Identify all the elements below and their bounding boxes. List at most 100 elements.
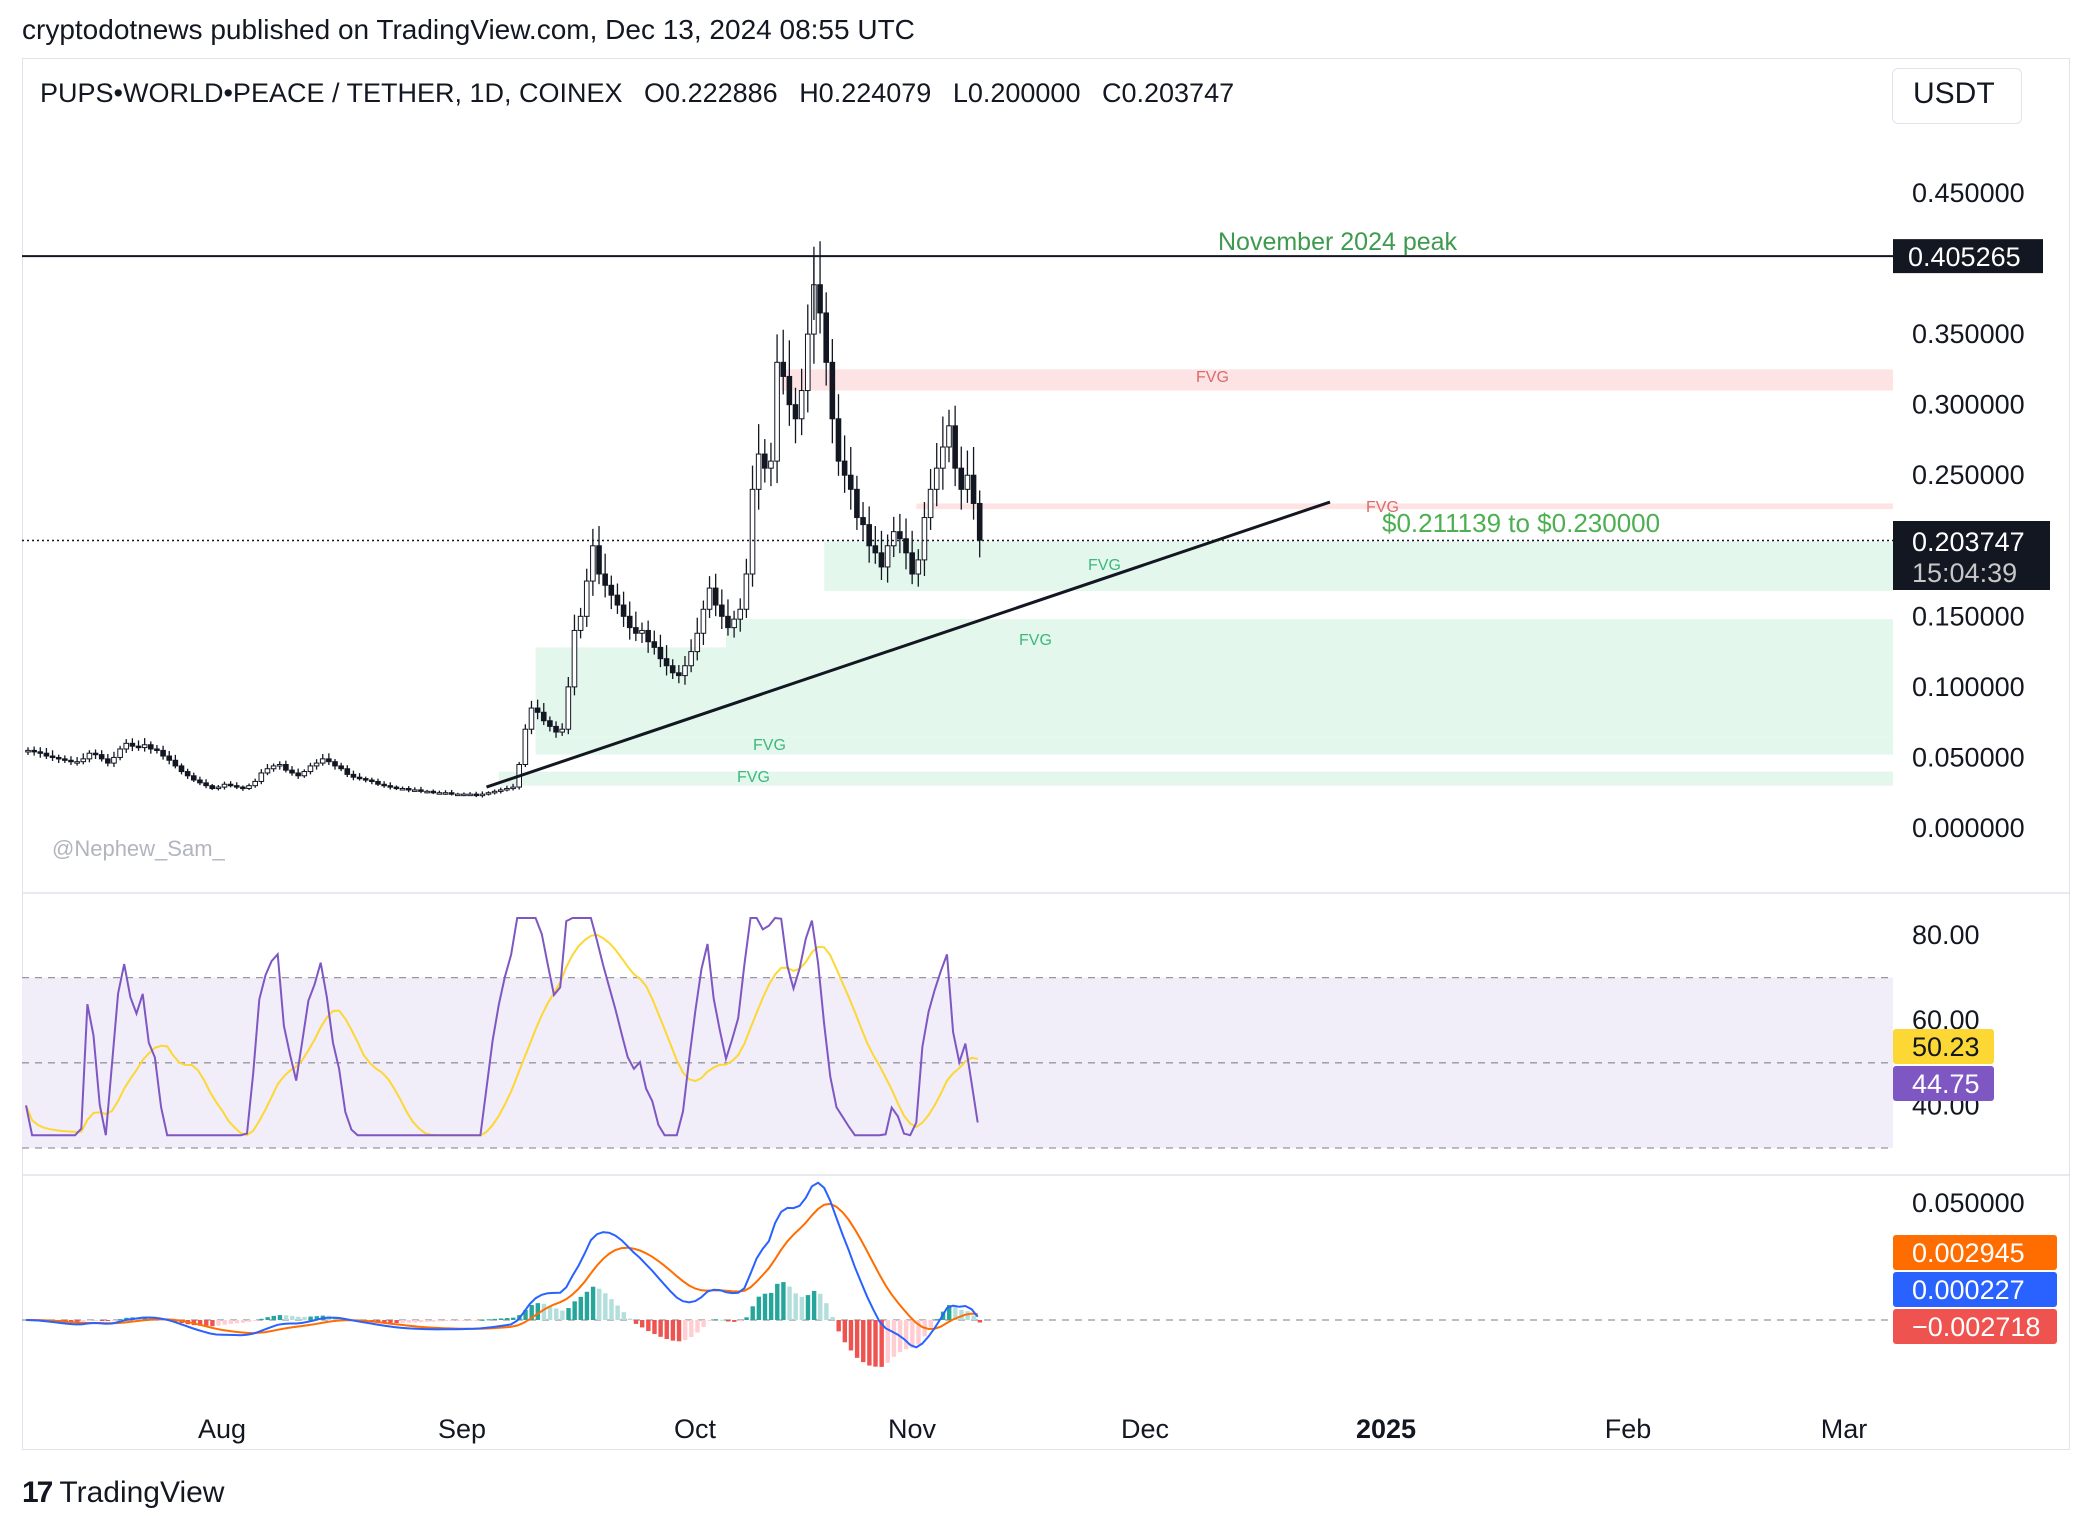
macd-histogram-bar xyxy=(934,1319,940,1321)
candle-body xyxy=(553,725,559,733)
macd-histogram-bar xyxy=(498,1318,504,1320)
candle-body xyxy=(946,425,952,448)
candle-body xyxy=(620,604,627,617)
candle-body xyxy=(835,418,842,462)
candle-body xyxy=(952,425,958,469)
candle-body xyxy=(927,488,934,519)
candle-body xyxy=(197,779,203,784)
macd-histogram-bar xyxy=(228,1320,234,1324)
macd-histogram-bar xyxy=(412,1320,418,1323)
candle-body xyxy=(424,790,430,794)
macd-histogram-bar xyxy=(689,1320,694,1337)
macd-histogram-bar xyxy=(621,1312,626,1320)
candle-body xyxy=(362,778,369,781)
axes: 0.450000 0.350000 0.300000 0.250000 0.150000… xyxy=(22,178,2070,1444)
last-price-text: 0.203747 xyxy=(1912,527,2025,557)
candle-body xyxy=(227,783,234,787)
currency-selector[interactable]: USDT xyxy=(1892,68,2022,124)
price-tick-label: 0.450000 xyxy=(1912,178,2025,208)
macd-histogram-bar xyxy=(597,1288,602,1320)
range-label: $0.211139 to $0.230000 xyxy=(1382,508,1660,538)
macd-histogram-bar xyxy=(468,1320,473,1321)
candle-body xyxy=(847,474,854,490)
macd-histogram-bar xyxy=(216,1320,221,1326)
macd-histogram-bar xyxy=(695,1320,700,1333)
candle-body xyxy=(522,728,529,766)
candle-body xyxy=(510,786,516,790)
macd-histogram-bar xyxy=(560,1310,565,1320)
candle-body xyxy=(326,758,332,763)
macd-histogram-bar xyxy=(873,1320,878,1367)
candle-body xyxy=(203,782,209,787)
macd-histogram-bar xyxy=(646,1320,651,1332)
macd-histogram-bar xyxy=(271,1315,276,1320)
candle-body xyxy=(577,615,584,631)
candle-body xyxy=(528,707,535,730)
macd-histogram-bar xyxy=(861,1320,866,1363)
macd-histogram-bar xyxy=(971,1315,976,1320)
macd-histogram-bar xyxy=(701,1320,706,1327)
macd-histogram-bar xyxy=(658,1320,663,1337)
macd-histogram-bar xyxy=(744,1317,749,1320)
macd-histogram-bar xyxy=(480,1319,485,1321)
chart-lines: November 2024 peak $0.211139 to $0.230000 xyxy=(22,228,1893,789)
macd-histogram-bar xyxy=(382,1320,387,1323)
macd-histogram-bar xyxy=(965,1311,970,1320)
rsi-line xyxy=(25,916,979,1137)
rsi-tick-label: 80.00 xyxy=(1912,920,1980,950)
candle-body xyxy=(719,604,725,617)
candle-body xyxy=(190,775,197,781)
macd-histogram-bar xyxy=(603,1293,608,1320)
candle-body xyxy=(412,789,418,792)
peak-label: November 2024 peak xyxy=(1218,228,1458,256)
price-tick-label: 0.100000 xyxy=(1912,672,2025,702)
candle-body xyxy=(657,646,664,660)
macd-histogram-bar xyxy=(762,1293,768,1320)
price-tick-label: 0.250000 xyxy=(1912,460,2025,490)
macd-histogram-bar xyxy=(234,1320,240,1324)
trendline xyxy=(486,500,1331,789)
macd-histogram-bar xyxy=(842,1320,848,1343)
macd-histogram-bar xyxy=(99,1320,105,1321)
time-tick-label: Sep xyxy=(438,1414,486,1444)
candle-body xyxy=(313,762,320,767)
candle-body xyxy=(301,771,308,777)
publish-header: cryptodotnews published on TradingView.c… xyxy=(22,14,915,45)
candle-body xyxy=(694,632,701,653)
symbol-name[interactable]: PUPS•WORLD•PEACE / TETHER, 1D, COINEX xyxy=(40,78,623,108)
macd-value-tag xyxy=(1893,1272,2057,1307)
candle-body xyxy=(141,744,148,749)
macd-histogram-bar xyxy=(867,1320,872,1366)
macd-histogram-bar xyxy=(142,1317,148,1320)
candle-body xyxy=(246,785,252,789)
macd-histogram-bar xyxy=(928,1320,933,1328)
fvg-zone xyxy=(535,736,1893,755)
candle-body xyxy=(252,780,258,787)
candle-body xyxy=(86,752,93,760)
fvg-label: FVG xyxy=(1019,632,1052,649)
macd-histogram-bar xyxy=(197,1320,203,1326)
candle-body xyxy=(442,792,449,795)
candle-body xyxy=(135,745,142,749)
macd-histogram-bar xyxy=(590,1286,596,1320)
macd-histogram-tag-text: −0.002718 xyxy=(1912,1312,2040,1342)
candle-body xyxy=(774,361,780,462)
macd-histogram-bar xyxy=(910,1320,915,1349)
candle-body xyxy=(289,769,295,774)
candle-body xyxy=(240,786,246,790)
macd-signal-tag-text: 0.002945 xyxy=(1912,1238,2025,1268)
candle-body xyxy=(393,786,400,790)
candle-body xyxy=(872,545,879,554)
candle-body xyxy=(178,765,185,773)
macd-histogram-bar xyxy=(891,1320,897,1357)
time-tick-label: Mar xyxy=(1821,1414,1868,1444)
candle-body xyxy=(405,787,412,791)
candle-body xyxy=(74,761,80,764)
macd-histogram-bar xyxy=(118,1319,123,1321)
macd-histogram-tag xyxy=(1893,1309,2057,1344)
rsi-tag xyxy=(1893,1066,1994,1101)
fvg-zone xyxy=(916,503,1893,510)
macd-histogram-bar xyxy=(578,1296,583,1320)
candle-body xyxy=(184,771,191,777)
